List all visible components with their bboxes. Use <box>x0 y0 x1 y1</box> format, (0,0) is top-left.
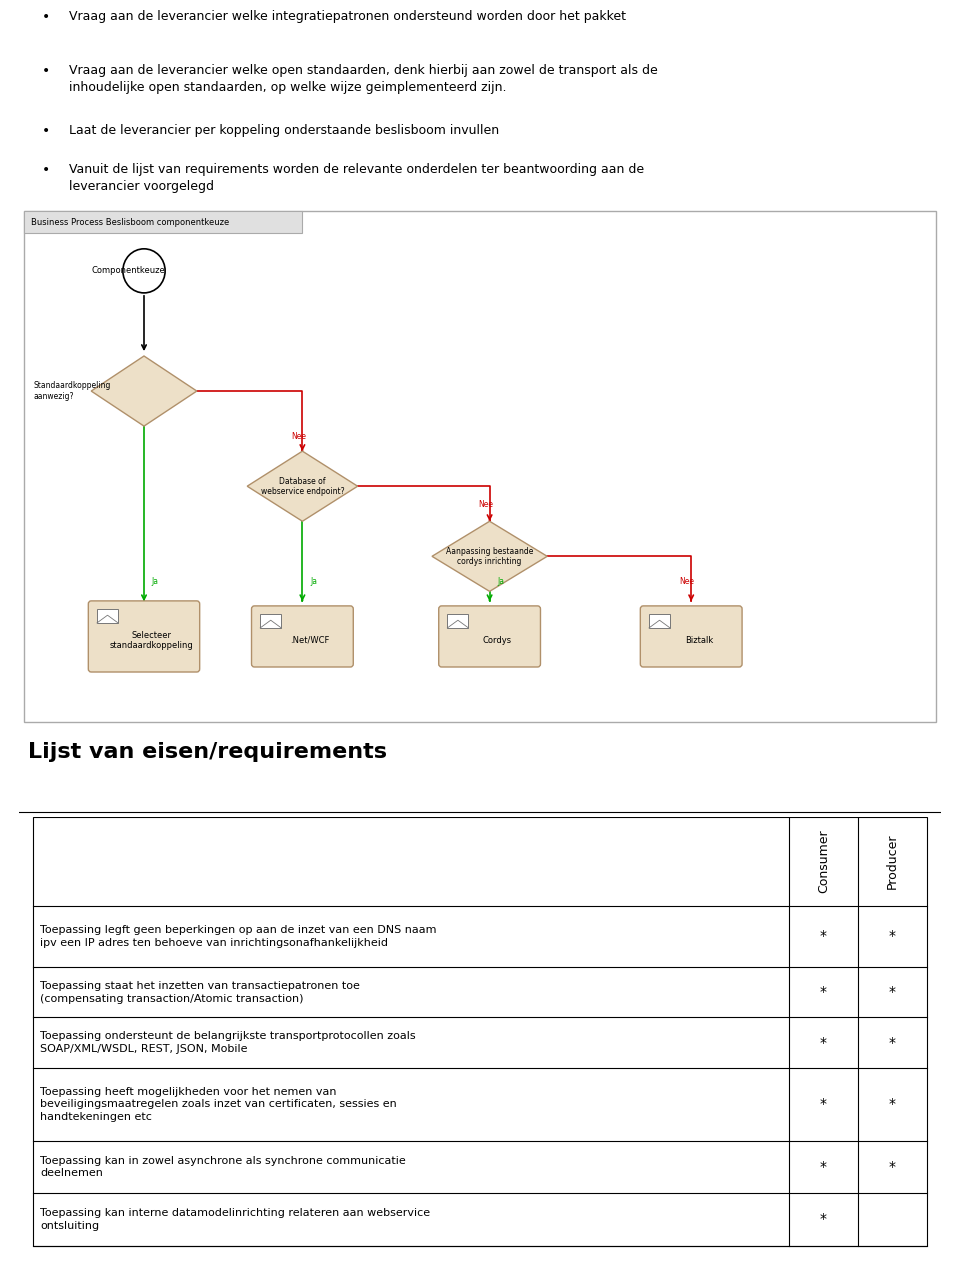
Bar <box>97 608 118 622</box>
Text: *: * <box>889 985 896 999</box>
Text: Standaardkoppeling
aanwezig?: Standaardkoppeling aanwezig? <box>34 382 111 401</box>
FancyBboxPatch shape <box>252 606 353 667</box>
Text: *: * <box>889 930 896 944</box>
Text: Laat de leverancier per koppeling onderstaande beslisboom invullen: Laat de leverancier per koppeling onders… <box>69 123 499 136</box>
Text: *: * <box>889 1160 896 1174</box>
Text: Ja: Ja <box>497 577 504 586</box>
Text: Nee: Nee <box>478 500 493 509</box>
Text: •: • <box>42 163 51 177</box>
Text: *: * <box>820 930 827 944</box>
Text: Toepassing kan interne datamodelinrichting relateren aan webservice
ontsluiting: Toepassing kan interne datamodelinrichti… <box>40 1209 430 1231</box>
Text: Componentkeuze: Componentkeuze <box>91 266 165 275</box>
Bar <box>447 613 468 628</box>
FancyBboxPatch shape <box>640 606 742 667</box>
Polygon shape <box>432 521 547 592</box>
Text: *: * <box>820 1097 827 1111</box>
Text: Selecteer
standaardkoppeling: Selecteer standaardkoppeling <box>109 630 194 651</box>
Text: Business Process Beslisboom componentkeuze: Business Process Beslisboom componentkeu… <box>31 219 229 228</box>
Text: •: • <box>42 123 51 138</box>
Text: Toepassing ondersteunt de belangrijkste transportprotocollen zoals
SOAP/XML/WSDL: Toepassing ondersteunt de belangrijkste … <box>40 1031 416 1053</box>
Text: Nee: Nee <box>680 577 695 586</box>
Bar <box>649 613 670 628</box>
Text: *: * <box>820 1213 827 1227</box>
Text: Toepassing heeft mogelijkheden voor het nemen van
beveiligingsmaatregelen zoals : Toepassing heeft mogelijkheden voor het … <box>40 1087 397 1121</box>
Text: *: * <box>820 985 827 999</box>
Polygon shape <box>247 451 357 521</box>
Circle shape <box>123 248 165 293</box>
Text: •: • <box>42 64 51 77</box>
Text: Biztalk: Biztalk <box>684 637 713 646</box>
Text: Vanuit de lijst van requirements worden de relevante onderdelen ter beantwoordin: Vanuit de lijst van requirements worden … <box>69 163 644 193</box>
Text: Aanpassing bestaande
cordys inrichting: Aanpassing bestaande cordys inrichting <box>445 547 534 566</box>
Text: Producer: Producer <box>886 833 899 889</box>
Text: Cordys: Cordys <box>483 637 512 646</box>
Text: *: * <box>820 1160 827 1174</box>
Text: Consumer: Consumer <box>817 829 829 892</box>
Text: Toepassing legft geen beperkingen op aan de inzet van een DNS naam
ipv een IP ad: Toepassing legft geen beperkingen op aan… <box>40 925 437 948</box>
Text: .Net/WCF: .Net/WCF <box>290 637 330 646</box>
Text: Vraag aan de leverancier welke open standaarden, denk hierbij aan zowel de trans: Vraag aan de leverancier welke open stan… <box>69 64 659 94</box>
Text: •: • <box>42 10 51 24</box>
Bar <box>260 613 281 628</box>
Polygon shape <box>91 356 197 426</box>
FancyBboxPatch shape <box>24 211 302 233</box>
Text: Lijst van eisen/requirements: Lijst van eisen/requirements <box>29 742 388 763</box>
Text: Nee: Nee <box>291 432 306 441</box>
Text: Toepassing kan in zowel asynchrone als synchrone communicatie
deelnemen: Toepassing kan in zowel asynchrone als s… <box>40 1156 406 1178</box>
FancyBboxPatch shape <box>439 606 540 667</box>
Text: Database of
webservice endpoint?: Database of webservice endpoint? <box>260 477 345 496</box>
FancyBboxPatch shape <box>88 601 200 673</box>
Text: Vraag aan de leverancier welke integratiepatronen ondersteund worden door het pa: Vraag aan de leverancier welke integrati… <box>69 10 627 23</box>
Text: *: * <box>889 1097 896 1111</box>
Text: *: * <box>820 1035 827 1049</box>
Text: Ja: Ja <box>152 577 158 586</box>
Text: Toepassing staat het inzetten van transactiepatronen toe
(compensating transacti: Toepassing staat het inzetten van transa… <box>40 981 360 1003</box>
Text: *: * <box>889 1035 896 1049</box>
Text: Ja: Ja <box>310 577 317 586</box>
